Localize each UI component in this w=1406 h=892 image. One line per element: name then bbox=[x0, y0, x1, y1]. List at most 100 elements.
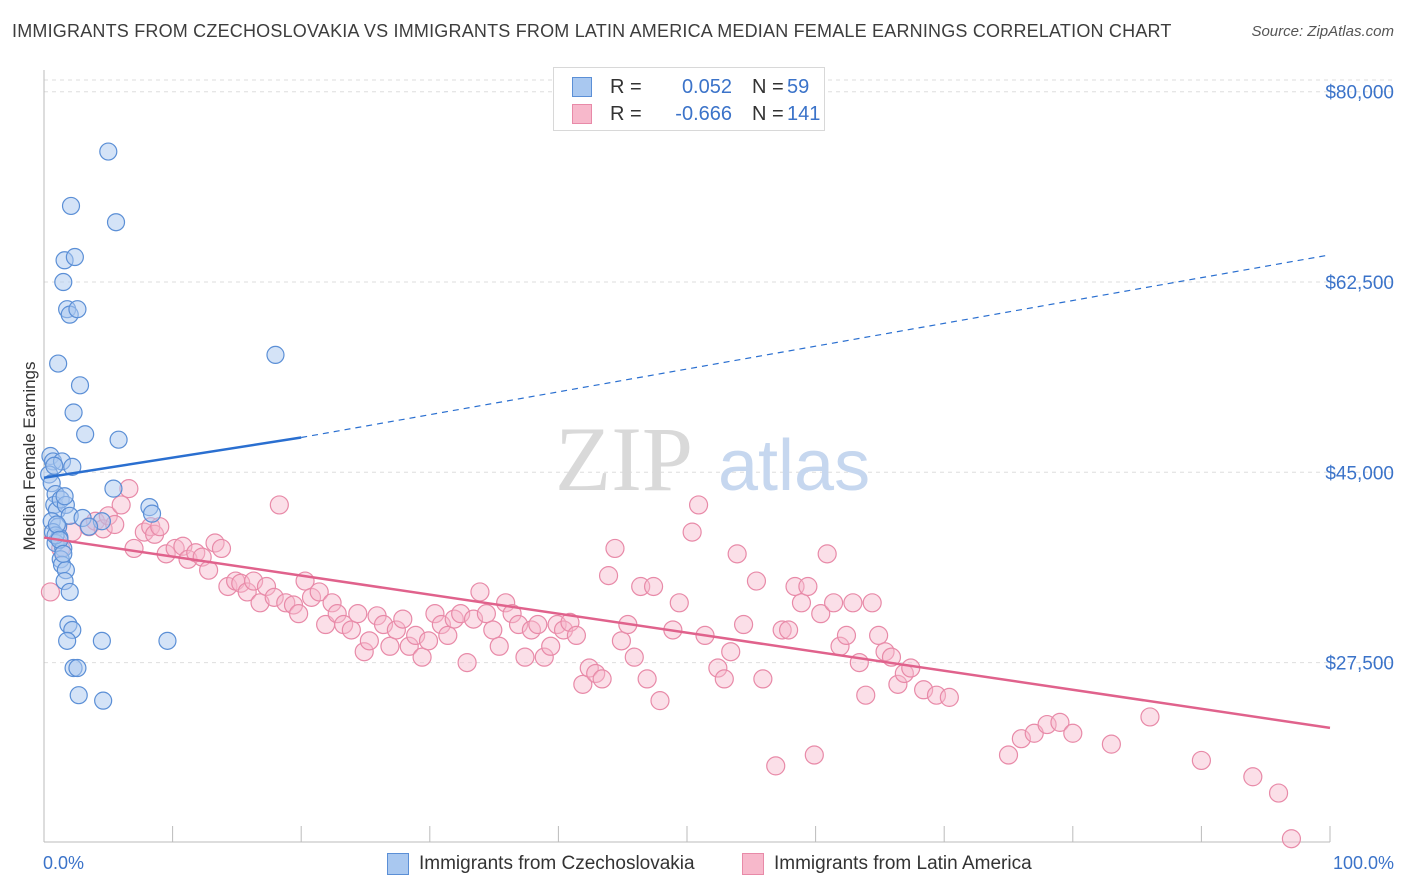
data-point-latin-america bbox=[836, 625, 857, 646]
data-point-latin-america bbox=[605, 538, 625, 559]
data-point-latin-america bbox=[40, 582, 61, 602]
data-point-latin-america bbox=[939, 687, 959, 707]
data-point-latin-america bbox=[341, 620, 361, 640]
data-point-latin-america bbox=[476, 604, 496, 624]
trend-lines bbox=[43, 254, 1331, 730]
data-point-latin-america bbox=[425, 604, 445, 624]
data-point-czechoslovakia bbox=[55, 487, 74, 506]
data-point-latin-america bbox=[824, 593, 844, 613]
data-point-czechoslovakia bbox=[109, 430, 128, 449]
data-point-czechoslovakia bbox=[70, 376, 90, 395]
y-tick-label: $27,500 bbox=[1325, 654, 1394, 675]
data-point-latin-america bbox=[327, 604, 347, 624]
data-point-latin-america bbox=[721, 642, 741, 662]
legend-r-label: R = bbox=[610, 76, 642, 98]
data-point-latin-america bbox=[1063, 723, 1083, 743]
data-point-latin-america bbox=[237, 582, 257, 602]
data-point-latin-america bbox=[541, 636, 561, 656]
data-point-latin-america bbox=[124, 538, 144, 559]
data-point-latin-america bbox=[483, 620, 503, 640]
data-point-latin-america bbox=[682, 522, 702, 542]
data-point-latin-america bbox=[418, 631, 439, 651]
data-point-latin-america bbox=[843, 593, 863, 613]
data-point-czechoslovakia bbox=[64, 403, 83, 422]
legend-r-value: 0.052 bbox=[681, 76, 732, 98]
data-point-latin-america bbox=[650, 691, 670, 711]
data-point-latin-america bbox=[566, 625, 587, 646]
data-point-latin-america bbox=[727, 544, 747, 564]
data-point-latin-america bbox=[515, 647, 535, 667]
data-point-latin-america bbox=[399, 636, 419, 656]
data-point-czechoslovakia bbox=[45, 456, 64, 475]
watermark-zip: ZIP bbox=[555, 408, 693, 510]
trend-line-czechoslovakia-extension bbox=[301, 254, 1331, 439]
legend-n-label: N = bbox=[752, 76, 784, 98]
data-point-latin-america bbox=[354, 642, 374, 662]
data-point-latin-america bbox=[502, 604, 522, 624]
data-point-latin-america bbox=[888, 674, 908, 694]
data-point-latin-america bbox=[119, 479, 139, 499]
data-point-latin-america bbox=[862, 593, 882, 613]
bottom-legend-label: Immigrants from Latin America bbox=[774, 853, 1032, 874]
bottom-legend-swatch-blue bbox=[387, 853, 409, 875]
data-point-czechoslovakia bbox=[104, 479, 123, 498]
data-point-latin-america bbox=[1050, 712, 1070, 732]
data-point-latin-america bbox=[573, 674, 593, 694]
data-point-czechoslovakia bbox=[58, 631, 77, 650]
data-point-latin-america bbox=[1191, 750, 1212, 771]
data-point-latin-america bbox=[359, 631, 379, 651]
data-point-czechoslovakia bbox=[68, 300, 87, 319]
data-point-latin-america bbox=[598, 566, 619, 586]
data-point-latin-america bbox=[688, 495, 709, 515]
bottom-legend-label: Immigrants from Czechoslovakia bbox=[419, 853, 695, 874]
data-point-czechoslovakia bbox=[54, 272, 73, 292]
data-point-latin-america bbox=[637, 669, 657, 689]
data-point-latin-america bbox=[746, 571, 767, 591]
data-point-latin-america bbox=[457, 652, 477, 673]
data-point-latin-america bbox=[592, 669, 612, 689]
data-point-latin-america bbox=[111, 495, 131, 515]
data-point-latin-america bbox=[817, 544, 837, 564]
data-point-czechoslovakia bbox=[65, 247, 84, 267]
data-point-czechoslovakia bbox=[63, 457, 82, 476]
data-point-latin-america bbox=[901, 658, 921, 678]
data-point-czechoslovakia bbox=[94, 691, 113, 710]
data-point-latin-america bbox=[1140, 707, 1160, 727]
legend-swatch-blue bbox=[572, 77, 592, 97]
data-point-latin-america bbox=[772, 620, 792, 640]
data-point-czechoslovakia bbox=[61, 196, 81, 216]
data-point-czechoslovakia bbox=[47, 515, 66, 534]
trend-line-czechoslovakia bbox=[43, 436, 302, 479]
data-point-czechoslovakia bbox=[92, 631, 111, 650]
data-point-latin-america bbox=[276, 593, 296, 613]
chart-title: IMMIGRANTS FROM CZECHOSLOVAKIA VS IMMIGR… bbox=[12, 21, 1172, 41]
data-point-latin-america bbox=[611, 631, 632, 651]
data-point-czechoslovakia bbox=[106, 213, 126, 232]
data-point-latin-america bbox=[869, 625, 889, 646]
data-point-latin-america bbox=[256, 576, 277, 597]
x-tick-label-min: 0.0% bbox=[43, 853, 84, 873]
y-tick-label: $62,500 bbox=[1325, 273, 1394, 294]
data-point-latin-america bbox=[309, 582, 329, 602]
watermark-atlas: atlas bbox=[718, 426, 870, 506]
data-point-czechoslovakia bbox=[49, 354, 68, 373]
trend-line-latin-america bbox=[43, 536, 1331, 730]
data-point-latin-america bbox=[470, 582, 490, 602]
legend-r-label: R = bbox=[610, 103, 642, 125]
legend-swatch-pink bbox=[572, 104, 592, 124]
data-point-czechoslovakia bbox=[79, 517, 99, 536]
data-point-latin-america bbox=[289, 604, 309, 624]
data-point-latin-america bbox=[643, 576, 664, 597]
data-point-latin-america bbox=[811, 604, 831, 624]
data-point-latin-america bbox=[669, 593, 689, 613]
series-czechoslovakia-points bbox=[40, 142, 285, 710]
data-point-latin-america bbox=[386, 620, 406, 640]
data-point-latin-america bbox=[856, 685, 876, 705]
data-point-latin-america bbox=[624, 647, 644, 667]
data-point-latin-america bbox=[998, 745, 1019, 765]
data-point-czechoslovakia bbox=[60, 582, 79, 602]
data-point-latin-america bbox=[714, 669, 734, 689]
data-point-latin-america bbox=[1268, 783, 1289, 803]
data-point-latin-america bbox=[269, 495, 289, 515]
data-point-czechoslovakia bbox=[158, 631, 177, 650]
